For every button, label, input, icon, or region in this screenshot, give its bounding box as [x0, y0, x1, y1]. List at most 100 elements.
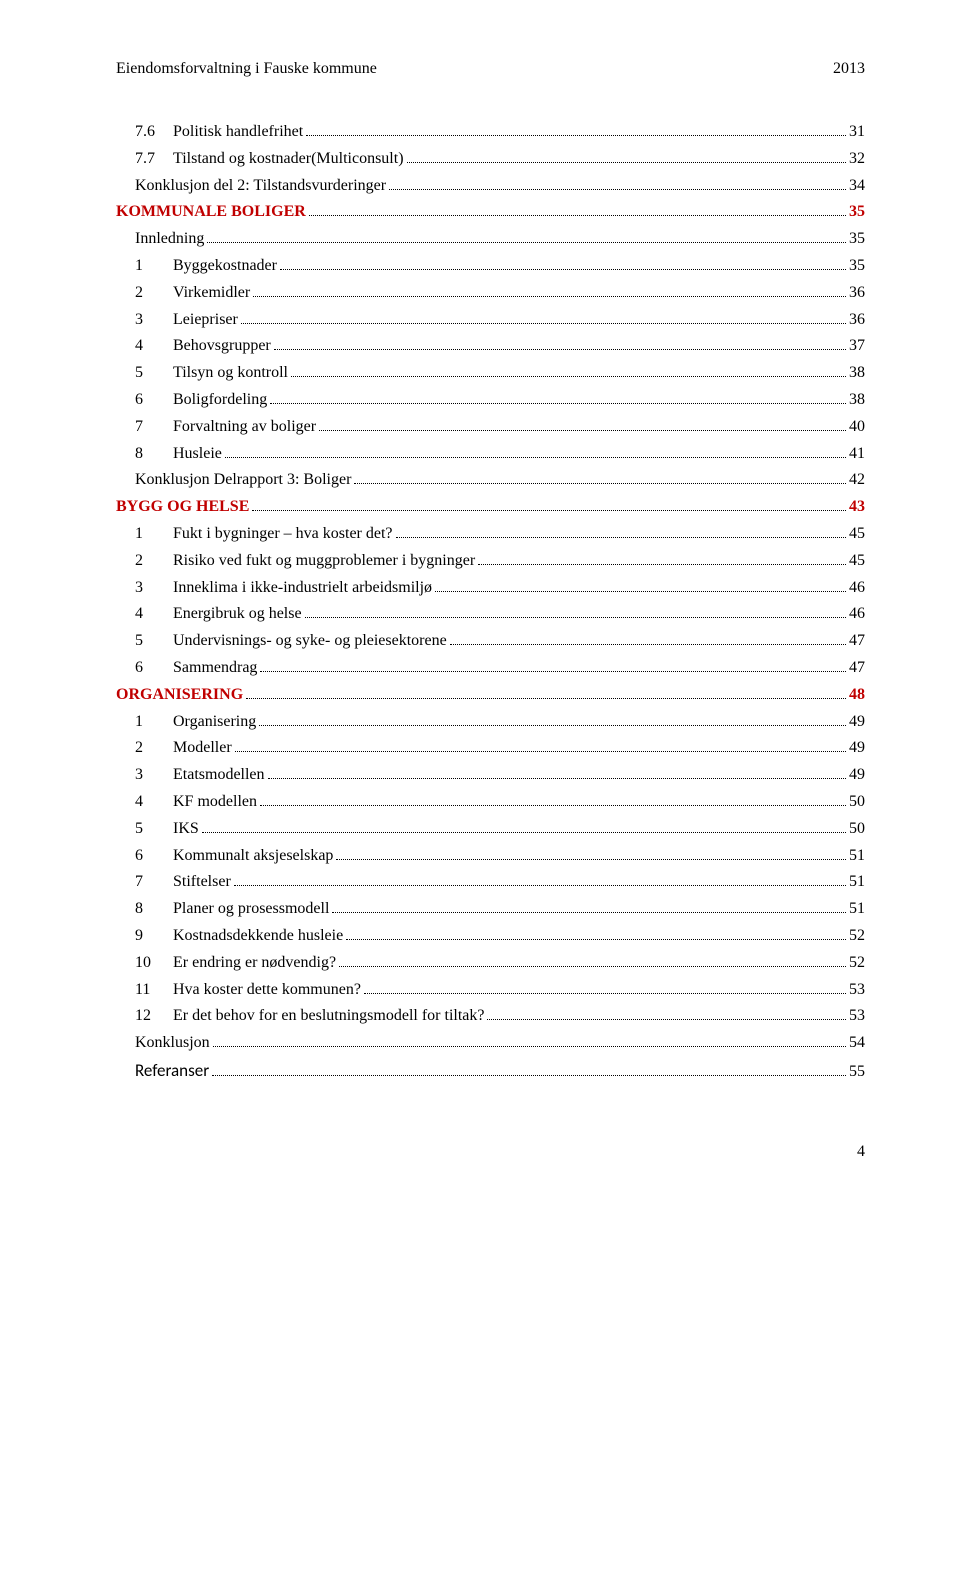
toc-entry-text: Konklusjon Delrapport 3: Boliger: [135, 468, 351, 493]
toc-leader: [270, 403, 846, 404]
toc-entry: 4KF modellen50: [116, 790, 865, 815]
toc-entry: 9Kostnadsdekkende husleie52: [116, 924, 865, 949]
toc-entry-number: 1: [135, 254, 173, 279]
toc-entry: 7Stiftelser51: [116, 870, 865, 895]
toc-leader: [202, 832, 846, 833]
toc-leader: [389, 189, 846, 190]
toc-entry: Konklusjon del 2: Tilstandsvurderinger34: [116, 174, 865, 199]
toc-entry-text: 5Undervisnings- og syke- og pleiesektore…: [135, 629, 447, 654]
toc-entry-text: 6Sammendrag: [135, 656, 257, 681]
toc-entry: ORGANISERING 48: [116, 683, 865, 708]
toc-entry: 2Risiko ved fukt og muggproblemer i bygn…: [116, 549, 865, 574]
toc-entry-page: 36: [849, 308, 865, 333]
toc-entry-text: 8Planer og prosessmodell: [135, 897, 329, 922]
toc-entry-text: 8Husleie: [135, 442, 222, 467]
toc-entry: Referanser55: [116, 1058, 865, 1085]
toc-leader: [450, 644, 846, 645]
toc-entry-page: 46: [849, 602, 865, 627]
toc-entry-number: 5: [135, 361, 173, 386]
toc-leader: [260, 671, 846, 672]
toc-entry-text: 3Leiepriser: [135, 308, 238, 333]
toc-leader: [207, 242, 846, 243]
toc-entry: 4Behovsgrupper37: [116, 334, 865, 359]
toc-entry: 1Organisering49: [116, 710, 865, 735]
toc-entry-page: 46: [849, 576, 865, 601]
toc-entry: 3Etatsmodellen 49: [116, 763, 865, 788]
toc-entry-text: 11Hva koster dette kommunen?: [135, 978, 361, 1003]
toc-entry: 6Sammendrag47: [116, 656, 865, 681]
toc-entry-text: 10Er endring er nødvendig?: [135, 951, 336, 976]
toc-entry-number: 3: [135, 576, 173, 601]
toc-entry-page: 35: [849, 227, 865, 252]
toc-entry-page: 31: [849, 120, 865, 145]
toc-entry-text: ORGANISERING: [116, 683, 243, 708]
toc-entry-page: 48: [849, 683, 865, 708]
toc-entry-page: 50: [849, 817, 865, 842]
toc-entry-text: BYGG OG HELSE: [116, 495, 249, 520]
toc-entry-number: 3: [135, 308, 173, 333]
toc-entry-text: 5Tilsyn og kontroll: [135, 361, 288, 386]
toc-entry-number: 12: [135, 1004, 173, 1029]
toc-leader: [305, 617, 846, 618]
toc-entry-number: 8: [135, 442, 173, 467]
toc-entry: 12Er det behov for en beslutningsmodell …: [116, 1004, 865, 1029]
toc-entry: 5Undervisnings- og syke- og pleiesektore…: [116, 629, 865, 654]
toc-leader: [280, 269, 846, 270]
toc-entry-number: 9: [135, 924, 173, 949]
toc-entry-number: 7.7: [135, 147, 173, 172]
toc-entry: 5Tilsyn og kontroll38: [116, 361, 865, 386]
toc-entry-text: Konklusjon: [135, 1031, 210, 1056]
toc-entry-number: 6: [135, 656, 173, 681]
toc-leader: [364, 993, 846, 994]
toc-entry: Konklusjon54: [116, 1031, 865, 1056]
toc-entry-number: 6: [135, 844, 173, 869]
toc-entry: KOMMUNALE BOLIGER35: [116, 200, 865, 225]
toc-entry: 8Husleie41: [116, 442, 865, 467]
toc-entry-number: 7: [135, 415, 173, 440]
toc-entry-text: 3Etatsmodellen: [135, 763, 265, 788]
toc-entry-number: 4: [135, 602, 173, 627]
toc-entry-number: 3: [135, 763, 173, 788]
toc-leader: [259, 725, 846, 726]
toc-leader: [253, 296, 846, 297]
header-year: 2013: [833, 60, 865, 78]
toc-entry-page: 43: [849, 495, 865, 520]
toc-entry: 5IKS50: [116, 817, 865, 842]
toc-entry-text: Konklusjon del 2: Tilstandsvurderinger: [135, 174, 386, 199]
toc-entry-page: 45: [849, 549, 865, 574]
toc-entry-page: 52: [849, 951, 865, 976]
toc-leader: [291, 376, 846, 377]
toc-entry-number: 4: [135, 790, 173, 815]
toc-entry-text: 7Stiftelser: [135, 870, 231, 895]
toc-leader: [225, 457, 846, 458]
toc-leader: [487, 1019, 846, 1020]
toc-leader: [246, 698, 846, 699]
toc-entry-number: 8: [135, 897, 173, 922]
toc-entry-text: 9Kostnadsdekkende husleie: [135, 924, 343, 949]
toc-entry-page: 47: [849, 629, 865, 654]
toc-leader: [396, 537, 846, 538]
toc-entry-number: 7.6: [135, 120, 173, 145]
toc-entry: 10Er endring er nødvendig? 52: [116, 951, 865, 976]
toc-entry: 7.6Politisk handlefrihet31: [116, 120, 865, 145]
toc-entry-page: 49: [849, 763, 865, 788]
toc-leader: [339, 966, 846, 967]
toc-entry-page: 53: [849, 1004, 865, 1029]
toc-entry: 11Hva koster dette kommunen?53: [116, 978, 865, 1003]
toc-entry-page: 49: [849, 710, 865, 735]
toc-entry: 3Inneklima i ikke-industrielt arbeidsmil…: [116, 576, 865, 601]
toc-entry-text: 12Er det behov for en beslutningsmodell …: [135, 1004, 484, 1029]
toc-entry: 1Byggekostnader35: [116, 254, 865, 279]
toc-entry-text: 6Boligfordeling: [135, 388, 267, 413]
toc-leader: [241, 323, 846, 324]
toc-entry-number: 5: [135, 817, 173, 842]
toc-entry-page: 36: [849, 281, 865, 306]
toc-leader: [306, 135, 846, 136]
toc-leader: [252, 510, 846, 511]
toc-entry-text: 6Kommunalt aksjeselskap: [135, 844, 333, 869]
toc-entry-number: 11: [135, 978, 173, 1003]
toc-entry-page: 50: [849, 790, 865, 815]
table-of-contents: 7.6Politisk handlefrihet317.7Tilstand og…: [116, 120, 865, 1085]
toc-entry-text: KOMMUNALE BOLIGER: [116, 200, 306, 225]
toc-entry-number: 5: [135, 629, 173, 654]
